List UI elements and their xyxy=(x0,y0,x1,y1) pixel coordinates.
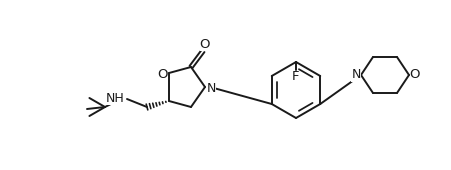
Text: O: O xyxy=(199,38,210,50)
Text: O: O xyxy=(157,67,168,81)
Text: N: N xyxy=(350,69,360,81)
Text: O: O xyxy=(409,69,419,81)
Text: NH: NH xyxy=(106,91,125,105)
Text: F: F xyxy=(292,71,299,83)
Text: N: N xyxy=(206,81,215,95)
